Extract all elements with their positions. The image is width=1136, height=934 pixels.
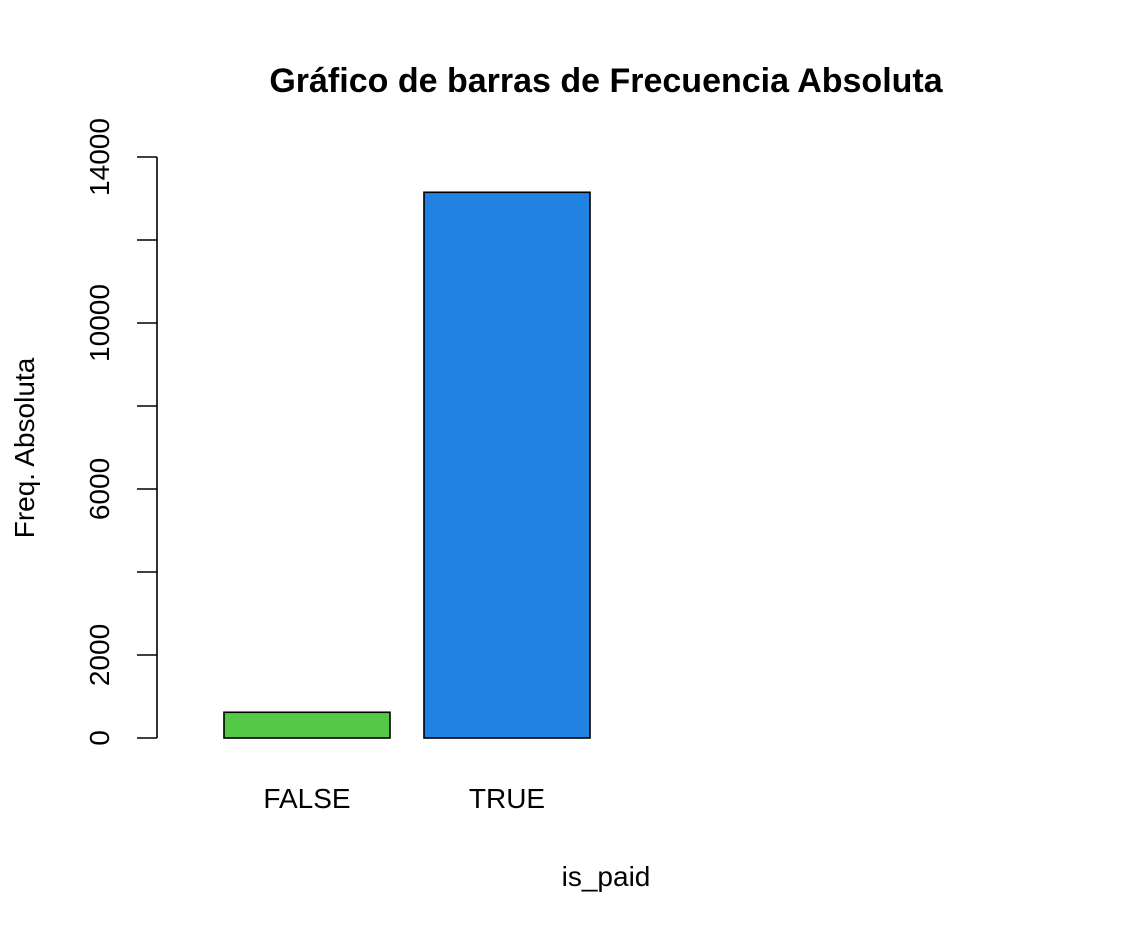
y-tick-label: 0: [84, 730, 115, 746]
chart-title: Gráfico de barras de Frecuencia Absoluta: [269, 62, 943, 100]
y-tick-label: 10000: [84, 284, 115, 362]
bar-true: [423, 191, 591, 739]
y-tick-label: 6000: [84, 458, 115, 520]
x-axis-label: is_paid: [562, 861, 651, 892]
y-tick-label: 14000: [84, 118, 115, 196]
y-axis: 0 2000 6000 10000 14000: [84, 118, 158, 746]
x-tick-label: FALSE: [263, 783, 350, 814]
y-tick-label: 2000: [84, 624, 115, 686]
x-tick-label: TRUE: [469, 783, 545, 814]
bars-group: [223, 191, 591, 739]
bar-false: [223, 711, 391, 739]
x-tick-labels: FALSE TRUE: [263, 783, 545, 814]
y-axis-label: Freq. Absoluta: [9, 357, 40, 538]
